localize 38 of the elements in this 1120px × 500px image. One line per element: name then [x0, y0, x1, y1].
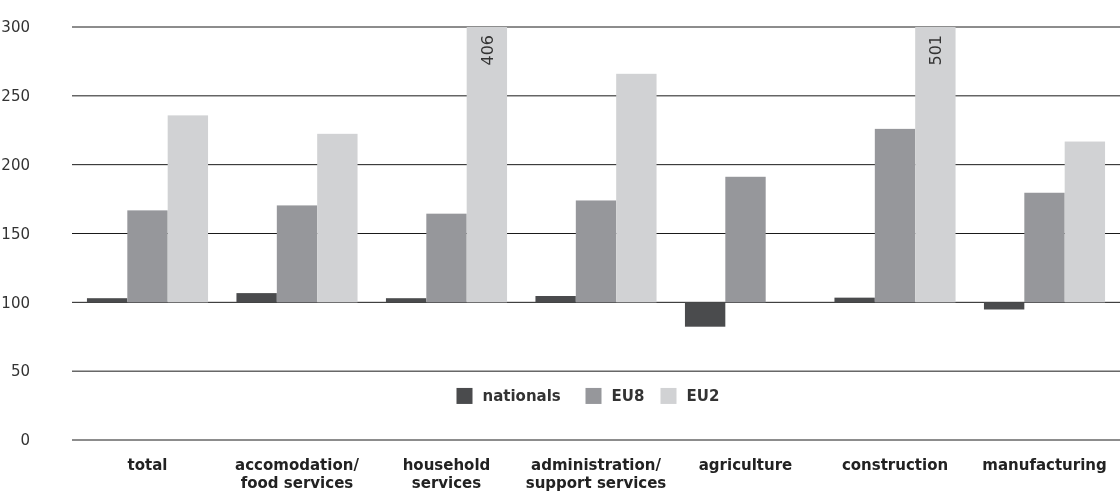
bar — [874, 128, 916, 303]
bar — [616, 73, 657, 303]
y-tick-label: 50 — [10, 362, 30, 381]
bar — [684, 302, 726, 327]
legend-label: EU8 — [611, 387, 645, 406]
bar — [426, 213, 467, 303]
annotation: 406 — [477, 35, 497, 66]
y-tick-label: 150 — [1, 224, 30, 243]
bar — [236, 293, 277, 303]
bar — [1024, 192, 1065, 303]
bar — [167, 115, 209, 303]
x-tick-label: manufacturing — [982, 456, 1107, 474]
y-tick-label: 300 — [1, 18, 30, 37]
bar — [317, 133, 358, 303]
legend-label: nationals — [482, 387, 561, 406]
x-tick-label: administration/ support services — [525, 456, 667, 492]
bar — [725, 176, 766, 303]
x-tick-label: construction — [841, 456, 949, 474]
annotation: 501 — [926, 35, 946, 66]
x-tick-label: total — [127, 456, 168, 474]
bar — [276, 205, 318, 303]
bar — [575, 200, 617, 303]
legend-label: EU2 — [686, 387, 720, 406]
y-tick-label: 100 — [1, 293, 30, 312]
bar — [466, 27, 508, 303]
bar — [535, 296, 576, 303]
bar — [385, 298, 427, 303]
bar — [86, 298, 128, 303]
y-tick-label: 0 — [20, 431, 30, 450]
x-tick-label: agriculture — [698, 456, 793, 474]
y-tick-label: 200 — [1, 155, 30, 174]
bar — [983, 302, 1025, 310]
x-tick-label: household services — [402, 456, 491, 492]
bar — [1064, 141, 1106, 303]
y-tick-label: 250 — [1, 87, 30, 106]
bar — [915, 27, 956, 303]
x-tick-label: accomodation/ food services — [235, 456, 360, 492]
bar — [127, 210, 168, 303]
